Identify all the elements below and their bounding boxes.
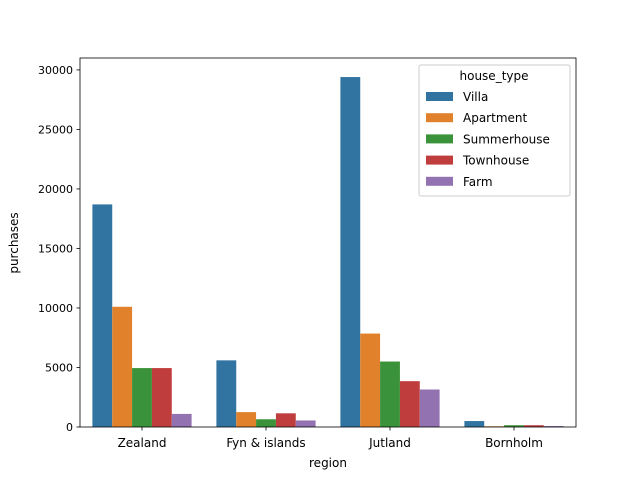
bar-townhouse-0 (151, 368, 172, 427)
legend-swatch (426, 92, 453, 101)
bar-summerhouse-0 (132, 368, 152, 427)
legend-frame (418, 64, 571, 197)
y-tick-label: 5000 (45, 361, 73, 374)
bar-summerhouse-2 (380, 361, 400, 427)
legend-swatch (426, 176, 453, 186)
x-tick-label: Bornholm (485, 436, 543, 450)
legend-label: Townhouse (462, 154, 529, 168)
bar-villa-0 (92, 204, 113, 427)
legend-swatch (426, 155, 453, 165)
bar-apartment-2 (360, 333, 381, 427)
y-tick-label: 20000 (38, 183, 73, 196)
y-tick-label: 25000 (38, 123, 73, 136)
y-tick-label: 15000 (38, 242, 73, 255)
bar-villa-3 (464, 421, 485, 427)
legend-label: Villa (463, 90, 488, 104)
x-tick-label: Jutland (368, 436, 411, 450)
legend-label: Apartment (463, 111, 527, 125)
bar-townhouse-3 (523, 425, 544, 427)
legend-swatch (426, 134, 453, 144)
bar-farm-0 (171, 413, 192, 427)
y-tick-label: 30000 (38, 64, 73, 77)
x-axis-label: region (309, 456, 347, 470)
bar-villa-2 (340, 77, 361, 428)
legend-swatch (426, 113, 453, 123)
legend-label: Summerhouse (463, 132, 550, 146)
bar-farm-3 (543, 426, 564, 427)
bar-villa-1 (216, 360, 237, 427)
bar-farm-2 (419, 389, 440, 427)
legend-items: Villa Apartment Summerhouse Townhouse Farm (426, 90, 550, 189)
axes-layer: 0 5000 10000 15000 20000 25000 30000 Zealand Fyn… (38, 57, 577, 450)
legend-label: Farm (463, 175, 493, 189)
x-tick-label: Zealand (118, 436, 167, 450)
x-tick-label: Fyn & islands (226, 436, 305, 450)
bar-townhouse-1 (275, 413, 296, 427)
y-tick-label: 10000 (38, 302, 73, 315)
bar-summerhouse-3 (504, 425, 524, 427)
bars-layer (92, 77, 564, 428)
bar-apartment-0 (112, 306, 133, 427)
legend-title: house_type (460, 69, 529, 83)
y-tick-label: 0 (66, 421, 73, 434)
bar-apartment-1 (236, 412, 257, 427)
bar-summerhouse-1 (256, 419, 276, 427)
legend: house_type Villa Apartment Summerhouse Town… (418, 64, 571, 197)
bar-farm-1 (295, 420, 316, 427)
plot-frame (79, 57, 577, 428)
y-axis-label: purchases (7, 212, 21, 273)
bar-townhouse-2 (399, 381, 420, 427)
